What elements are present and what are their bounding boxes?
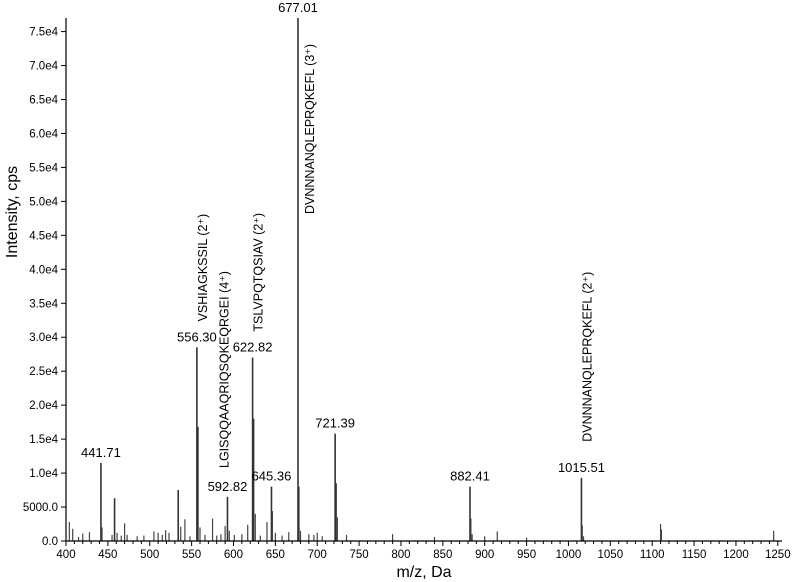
y-tick-label: 3.5e4: [29, 298, 58, 310]
y-tick-label: 2.0e4: [29, 400, 58, 412]
y-tick-label: 4.5e4: [29, 230, 58, 242]
y-tick-label: 1.5e4: [29, 434, 58, 446]
peak-label: 677.01: [278, 0, 318, 15]
y-tick-label: 6.0e4: [29, 128, 58, 140]
y-ticks: 0.0 5000.0 1.0e4 1.5e4 2.0e4 2.5e4 3.0e4 3.5e4 4…: [23, 27, 66, 548]
peaks-layer: [68, 18, 775, 541]
x-tick-label: 1000: [556, 549, 582, 561]
peak-annotation: DVNNNANQLEPRQKEFL (3⁺): [303, 44, 317, 214]
peak-label: 645.36: [252, 469, 292, 484]
peak-annotation: VSHIAGKSSIL (2⁺): [196, 214, 210, 322]
y-tick-label: 6.5e4: [29, 95, 58, 107]
y-tick-label: 1.0e4: [29, 468, 58, 480]
x-tick-label: 400: [56, 549, 75, 561]
x-tick-label: 950: [517, 549, 536, 561]
peak-label: 441.71: [81, 445, 121, 460]
x-tick-label: 1100: [640, 549, 665, 561]
x-axis-title: m/z, Da: [396, 564, 451, 581]
peak-label: 592.82: [208, 479, 248, 494]
y-tick-label: 0.0: [42, 536, 58, 548]
x-tick-label: 1200: [723, 549, 749, 561]
x-tick-label: 1050: [598, 549, 624, 561]
x-tick-label: 550: [182, 549, 201, 561]
x-ticks: 400 450 500 550 600 650 700 750 800 850 900 950 1000…: [56, 541, 791, 561]
y-tick-label: 5.0e4: [29, 196, 58, 208]
x-tick-label: 500: [140, 549, 159, 561]
y-tick-label: 2.5e4: [29, 366, 58, 378]
y-tick-label: 3.0e4: [29, 332, 58, 344]
y-tick-label: 5000.0: [23, 502, 58, 514]
y-tick-label: 5.5e4: [29, 162, 58, 174]
peak-annotation: DVNNNANQLEPRQKEFL (2⁺): [580, 272, 594, 442]
x-tick-label: 450: [98, 549, 117, 561]
y-axis-title: Intensity, cps: [4, 166, 21, 258]
x-tick-label: 1250: [765, 549, 791, 561]
peak-label: 622.82: [233, 340, 273, 355]
x-tick-label: 700: [308, 549, 327, 561]
peak-annotation: TSLVPQTQSIAV (2⁺): [252, 213, 266, 332]
peak-annotations: VSHIAGKSSIL (2⁺) LGISQQAAQRIQSQKEQRGEI (4…: [196, 44, 595, 468]
y-tick-label: 4.0e4: [29, 264, 58, 276]
peak-label: 556.30: [177, 329, 217, 344]
peak-label: 721.39: [315, 416, 355, 431]
x-tick-label: 900: [475, 549, 494, 561]
peak-annotation: LGISQQAAQRIQSQKEQRGEI (4⁺): [218, 271, 232, 468]
x-tick-label: 850: [433, 549, 452, 561]
x-tick-label: 800: [391, 549, 410, 561]
peak-label: 1015.51: [558, 460, 605, 475]
x-tick-label: 650: [266, 549, 285, 561]
y-tick-label: 7.0e4: [29, 61, 58, 73]
peak-labels: 441.71 556.30 592.82 622.82 645.36 677.01 721.…: [81, 0, 605, 494]
peak-label: 882.41: [450, 469, 490, 484]
x-tick-label: 1150: [682, 549, 707, 561]
x-tick-label: 750: [350, 549, 369, 561]
axes-layer: [65, 18, 782, 542]
x-tick-label: 600: [224, 549, 243, 561]
y-tick-label: 7.5e4: [29, 27, 58, 39]
